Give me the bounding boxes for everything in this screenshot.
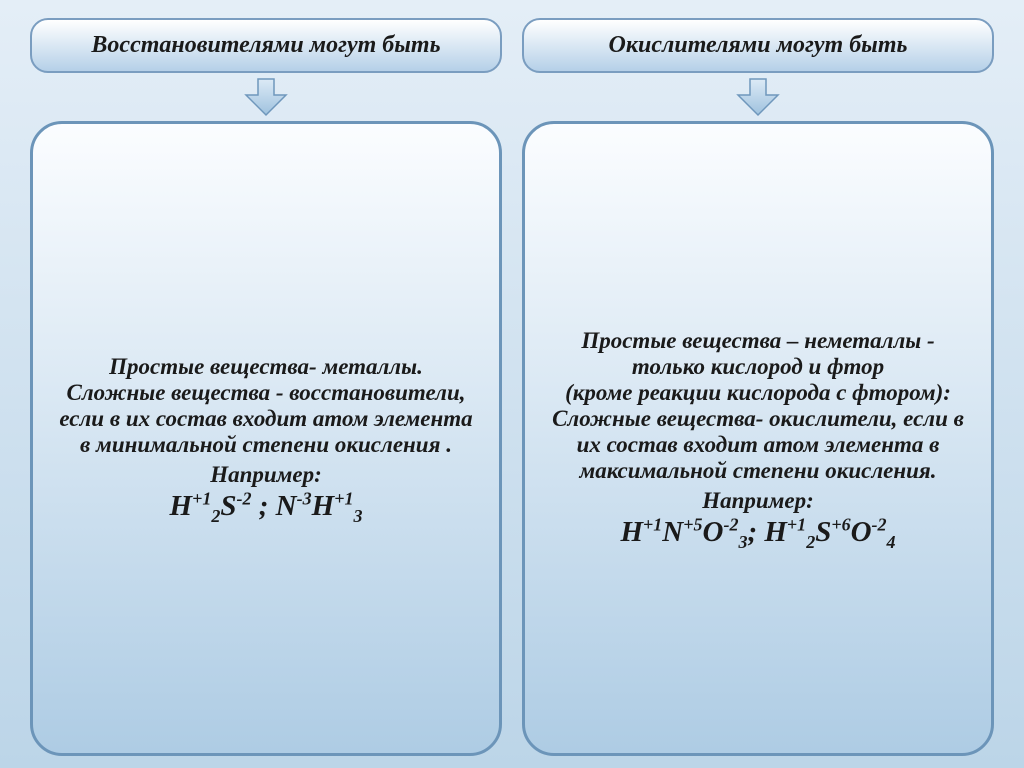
left-content-box: Простые вещества- металлы.Сложные вещест… xyxy=(30,121,502,756)
left-header-box: Восстановителями могут быть xyxy=(30,18,502,73)
left-formula: H+12S-2 ; N-3H+13 xyxy=(55,490,477,523)
left-example-label: Например: xyxy=(55,462,477,488)
right-header-text: Окислителями могут быть xyxy=(609,32,908,58)
right-formula: H+1N+5O-23; H+12S+6O-24 xyxy=(547,516,969,549)
arrow-down-icon xyxy=(736,77,780,117)
right-example-label: Например: xyxy=(547,488,969,514)
arrow-down-icon xyxy=(244,77,288,117)
left-column: Восстановителями могут быть Простые веще… xyxy=(30,18,502,756)
right-body-text: Простые вещества – неметаллы - только ки… xyxy=(547,328,969,484)
right-content-box: Простые вещества – неметаллы - только ки… xyxy=(522,121,994,756)
left-header-text: Восстановителями могут быть xyxy=(91,32,440,58)
left-arrow-wrap xyxy=(244,73,288,121)
right-column: Окислителями могут быть Простые вещества… xyxy=(522,18,994,756)
right-header-box: Окислителями могут быть xyxy=(522,18,994,73)
left-body-text: Простые вещества- металлы.Сложные вещест… xyxy=(55,354,477,458)
right-arrow-wrap xyxy=(736,73,780,121)
